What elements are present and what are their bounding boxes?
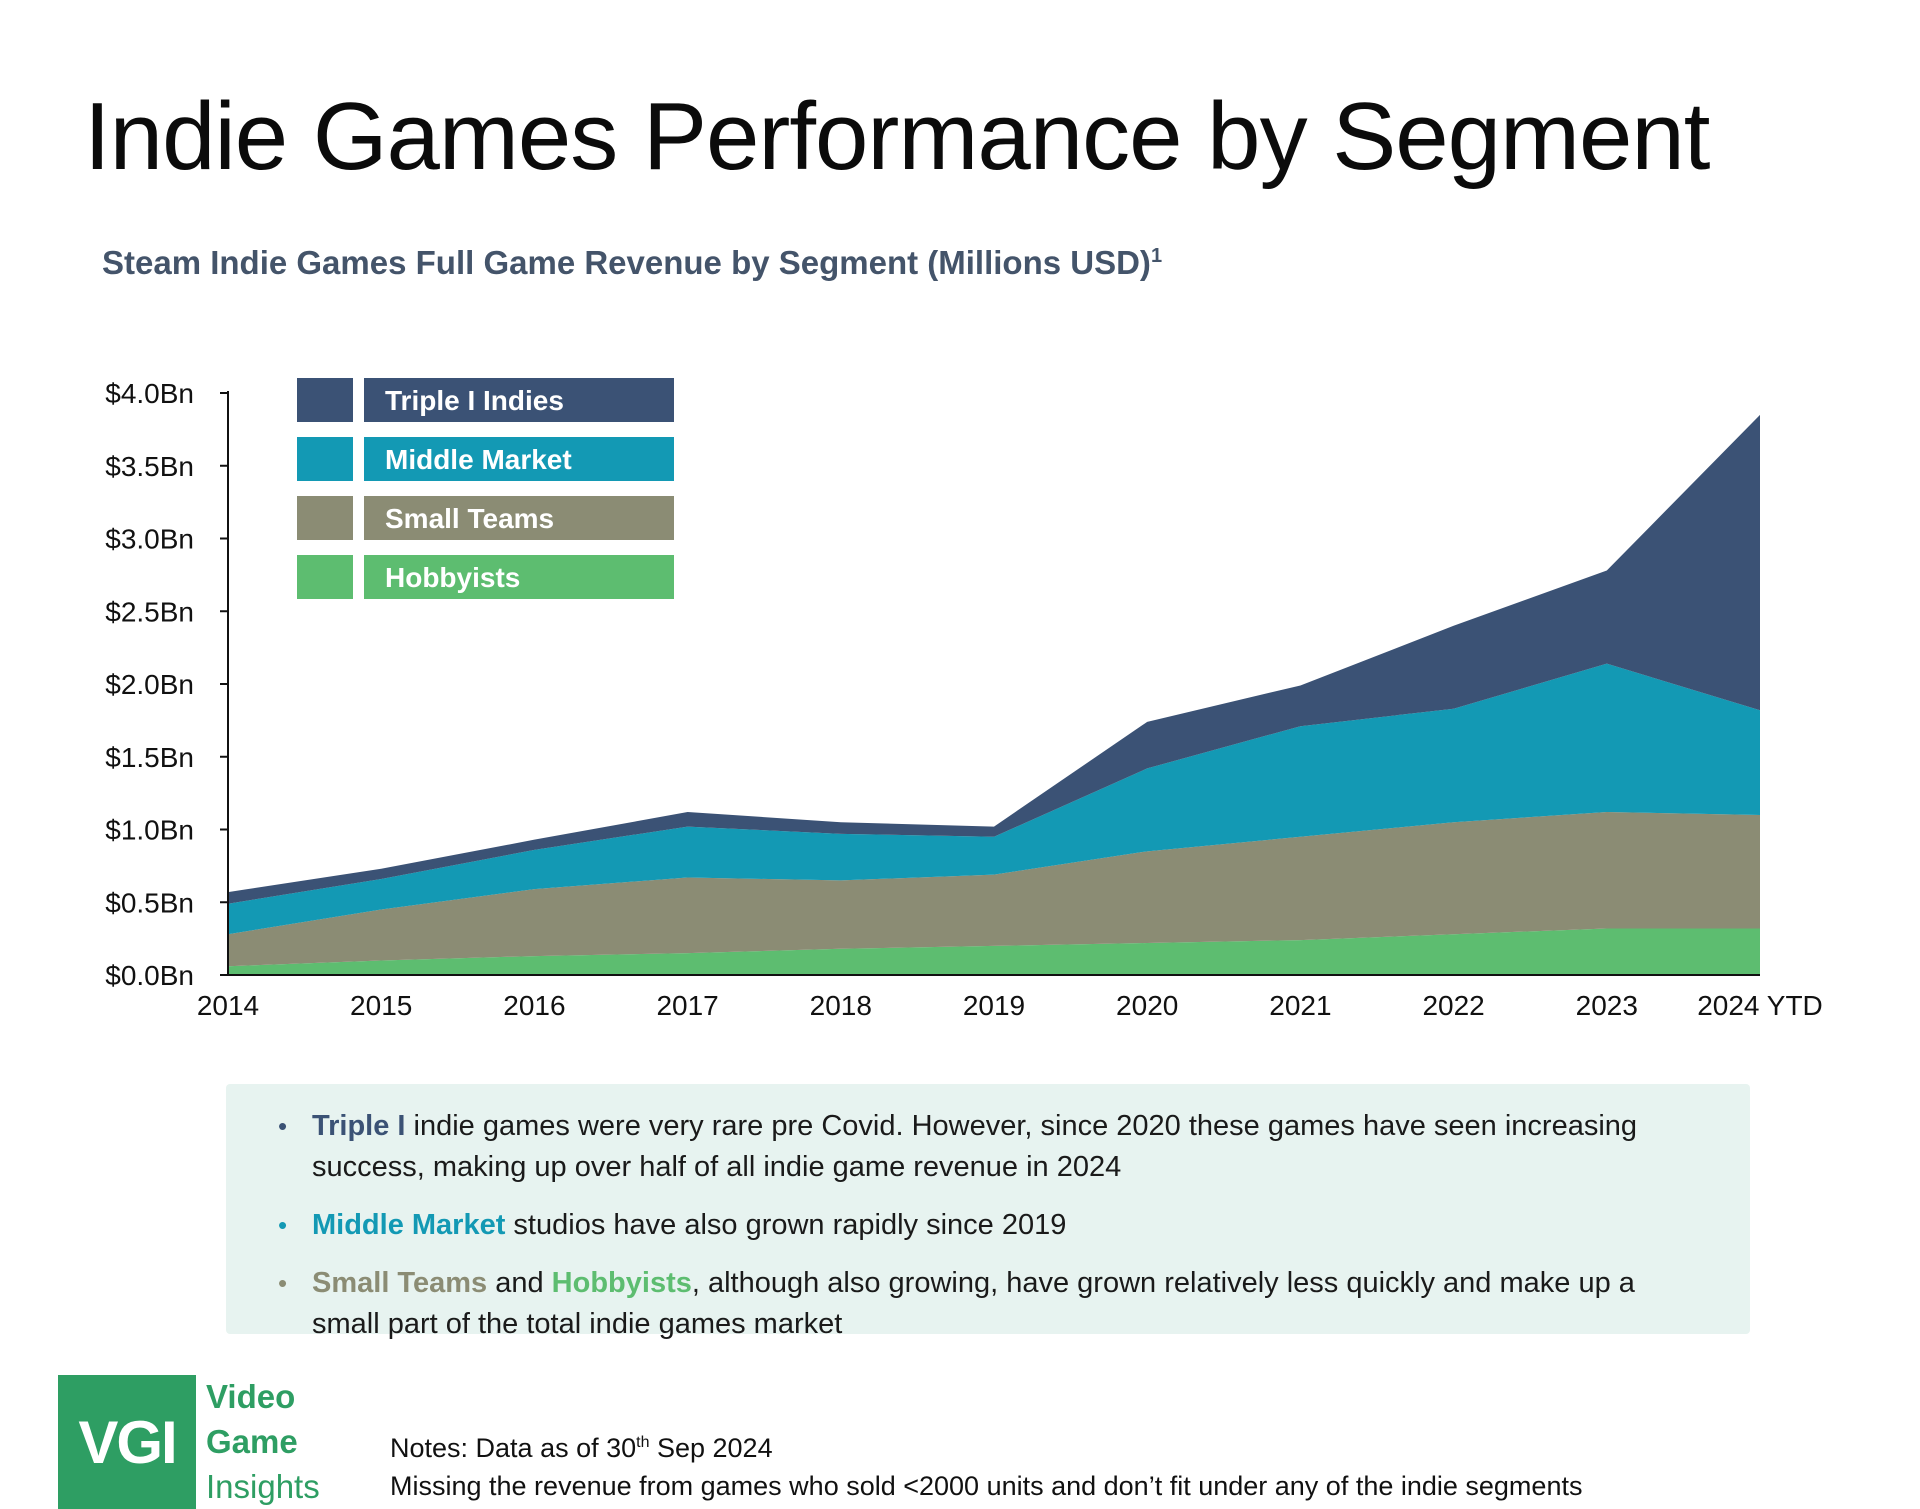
y-tick-label: $0.0Bn	[105, 960, 194, 991]
insight-highlight: Triple I	[312, 1110, 406, 1142]
page-title: Indie Games Performance by Segment	[84, 83, 1710, 190]
area-triple-i-indies	[228, 414, 1760, 904]
insight-highlight: Small Teams	[312, 1267, 488, 1299]
legend-label: Middle Market	[385, 444, 572, 475]
x-tick-label: 2017	[656, 990, 718, 1021]
area-small-teams	[228, 812, 1760, 967]
logo-word-game: Game	[206, 1423, 298, 1460]
insight-text: and	[487, 1267, 552, 1299]
chart-axes: $0.0Bn $0.5Bn $1.0Bn $1.5Bn $2.0Bn $2.5Bn $3.0…	[105, 378, 1823, 1021]
insight-text: studios have also grown rapidly since 20…	[505, 1209, 1067, 1241]
note-prefix: Notes: Data as of 30	[390, 1433, 637, 1463]
x-tick-label: 2021	[1269, 990, 1331, 1021]
legend-label: Small Teams	[385, 503, 554, 534]
chart-areas	[228, 414, 1760, 975]
x-tick-label: 2014	[197, 990, 259, 1021]
x-tick-label: 2022	[1422, 990, 1484, 1021]
y-tick-label: $1.5Bn	[105, 742, 194, 773]
y-tick-label: $3.5Bn	[105, 451, 194, 482]
insight-highlight: Middle Market	[312, 1209, 506, 1241]
y-tick-label: $1.0Bn	[105, 815, 194, 846]
legend-label: Hobbyists	[385, 562, 520, 593]
y-tick-label: $0.5Bn	[105, 887, 194, 918]
legend-swatch	[297, 555, 353, 599]
stacked-area-chart: $0.0Bn $0.5Bn $1.0Bn $1.5Bn $2.0Bn $2.5Bn $3.0…	[105, 378, 1823, 1021]
bullet-icon: •	[278, 1210, 288, 1240]
legend-label-box	[364, 555, 674, 599]
legend-swatch	[297, 437, 353, 481]
insight-item-triple-i: • Triple I indie games were very rare pr…	[278, 1106, 1710, 1188]
insight-text: , although also growing, have grown rela…	[312, 1267, 1635, 1340]
note-data-date: Notes: Data as of 30th Sep 2024	[390, 1424, 1582, 1467]
subtitle-footnote-marker: 1	[1150, 245, 1163, 267]
legend-label-box	[364, 496, 674, 540]
legend-label-box	[364, 378, 674, 422]
chart-legend: Triple I Indies Middle Market Small Teams H…	[297, 378, 674, 599]
x-tick-label: 2023	[1576, 990, 1638, 1021]
y-tick-label: $4.0Bn	[105, 378, 194, 409]
x-tick-label: 2018	[810, 990, 872, 1021]
x-tick-label: 2020	[1116, 990, 1178, 1021]
bullet-icon: •	[278, 1268, 288, 1298]
logo-word-video: Video	[206, 1378, 296, 1415]
area-hobbyists	[228, 928, 1760, 975]
vgi-logo: VGI	[58, 1375, 196, 1509]
x-tick-label: 2024 YTD	[1697, 990, 1823, 1021]
insight-item-small-teams-hobbyists: • Small Teams and Hobbyists, although al…	[278, 1263, 1710, 1345]
y-tick-label: $2.5Bn	[105, 596, 194, 627]
x-tick-label: 2016	[503, 990, 565, 1021]
area-middle-market	[228, 663, 1760, 935]
logo-word-insights: Insights	[206, 1468, 320, 1505]
legend-swatch	[297, 496, 353, 540]
y-tick-label: $3.0Bn	[105, 524, 194, 555]
note-suffix: Sep 2024	[649, 1433, 773, 1463]
insights-panel: • Triple I indie games were very rare pr…	[226, 1084, 1750, 1340]
insight-text: indie games were very rare pre Covid. Ho…	[312, 1110, 1638, 1183]
insight-item-middle-market: • Middle Market studios have also grown …	[278, 1205, 1710, 1246]
note-sup: th	[636, 1434, 650, 1451]
note-missing-revenue: Missing the revenue from games who sold …	[390, 1471, 1583, 1501]
vgi-logo-wordmark: Video Game Insights	[206, 1374, 320, 1509]
x-tick-label: 2019	[963, 990, 1025, 1021]
y-tick-label: $2.0Bn	[105, 669, 194, 700]
bullet-icon: •	[278, 1111, 288, 1141]
x-tick-label: 2015	[350, 990, 412, 1021]
legend-swatch	[297, 378, 353, 422]
legend-label-box	[364, 437, 674, 481]
legend-label: Triple I Indies	[385, 385, 564, 416]
insight-highlight-2: Hobbyists	[551, 1267, 692, 1299]
chart-subtitle-text: Steam Indie Games Full Game Revenue by S…	[102, 244, 1151, 281]
chart-subtitle: Steam Indie Games Full Game Revenue by S…	[102, 244, 1162, 282]
footnotes: Notes: Data as of 30th Sep 2024 Missing …	[390, 1424, 1582, 1505]
